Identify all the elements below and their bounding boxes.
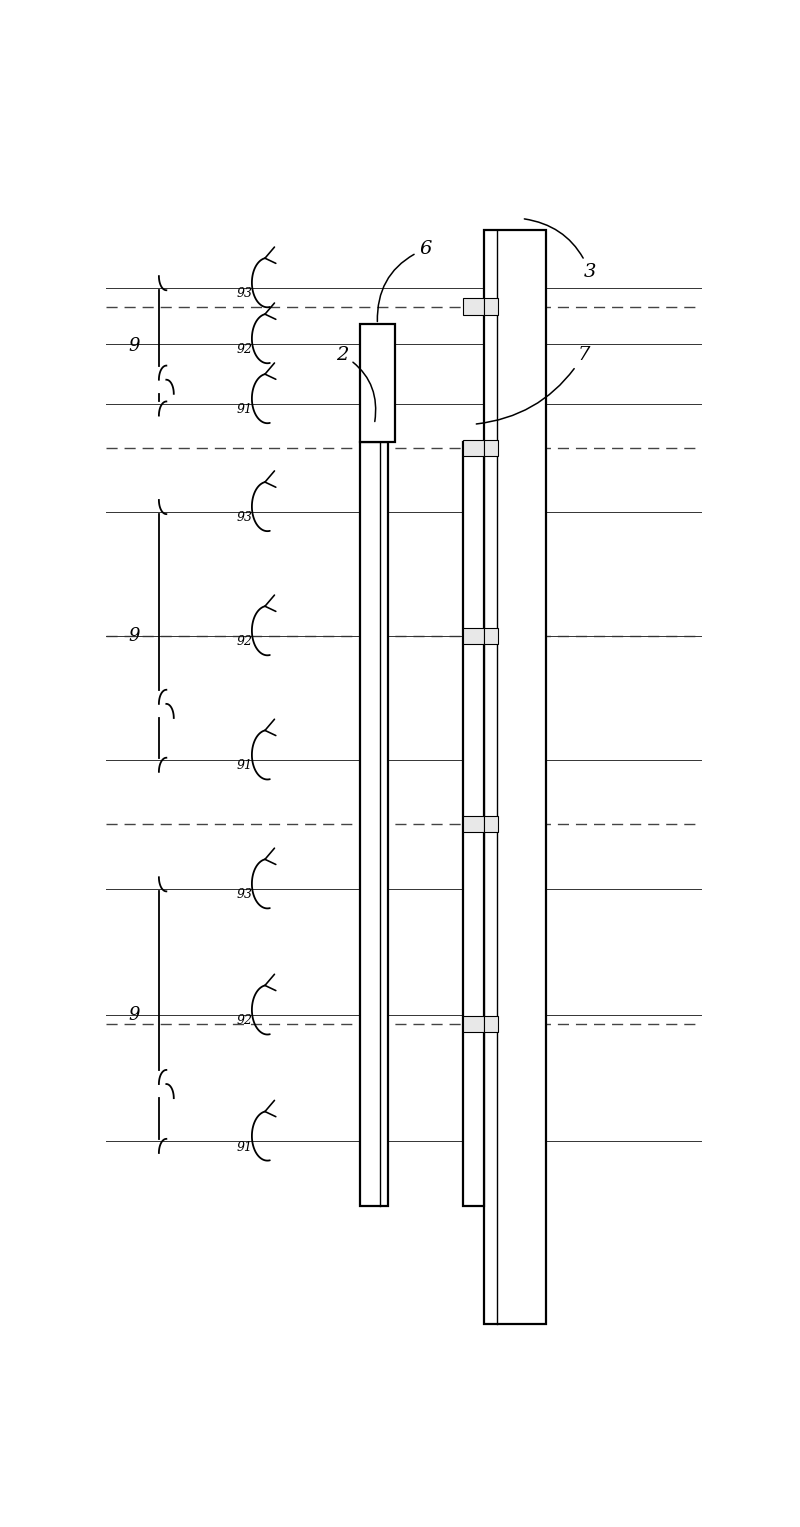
Bar xyxy=(485,231,546,1324)
Text: 91: 91 xyxy=(237,1141,253,1153)
Text: 2: 2 xyxy=(336,345,376,421)
Text: 93: 93 xyxy=(237,889,253,901)
Bar xyxy=(462,628,485,644)
Bar xyxy=(462,440,485,457)
Text: 6: 6 xyxy=(378,240,432,322)
Bar xyxy=(462,441,485,1206)
Text: 93: 93 xyxy=(237,287,253,301)
Text: 93: 93 xyxy=(237,512,253,524)
Text: 3: 3 xyxy=(524,218,596,281)
Text: 92: 92 xyxy=(237,344,253,356)
Text: 92: 92 xyxy=(237,1014,253,1028)
Text: 91: 91 xyxy=(237,403,253,417)
Text: 9: 9 xyxy=(128,628,140,644)
Bar xyxy=(485,628,498,644)
Text: 9: 9 xyxy=(128,337,140,354)
Bar xyxy=(485,440,498,457)
Text: 9: 9 xyxy=(128,1006,140,1025)
Bar xyxy=(485,298,498,315)
Text: 7: 7 xyxy=(476,345,590,425)
Bar xyxy=(462,1015,485,1032)
Bar xyxy=(462,815,485,832)
Bar xyxy=(360,324,394,441)
Text: 92: 92 xyxy=(237,635,253,649)
Bar xyxy=(360,441,388,1206)
Bar xyxy=(485,1015,498,1032)
Bar xyxy=(462,298,485,315)
Bar xyxy=(485,815,498,832)
Text: 91: 91 xyxy=(237,759,253,773)
